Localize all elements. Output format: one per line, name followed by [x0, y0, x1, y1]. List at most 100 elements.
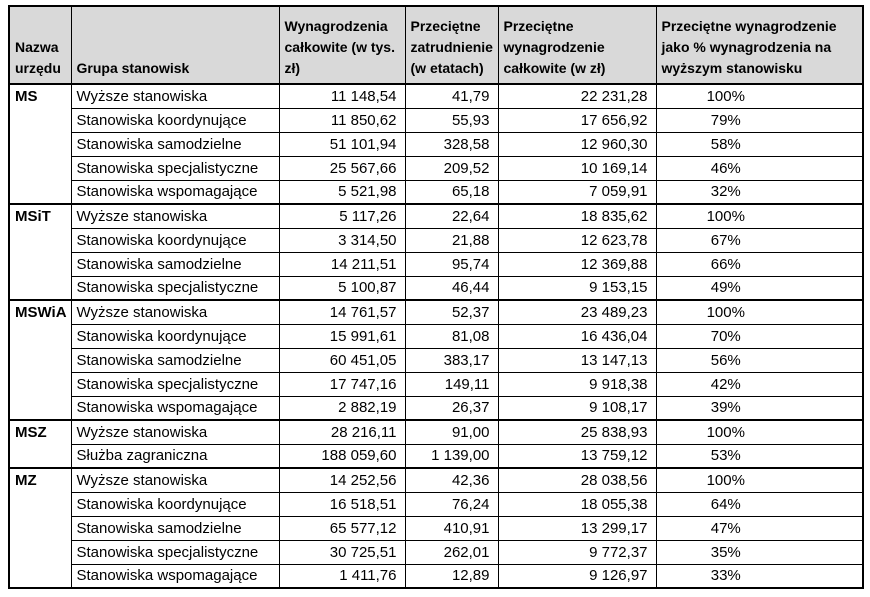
avg-employment-cell: 410,91 [404, 515, 499, 541]
total-salary-cell: 5 117,26 [278, 203, 406, 229]
avg-salary-cell: 16 436,04 [497, 323, 657, 349]
total-salary-cell: 1 411,76 [278, 563, 406, 589]
position-group-cell: Stanowiska specjalistyczne [70, 275, 280, 301]
total-salary-cell: 14 211,51 [278, 251, 406, 277]
total-salary-cell: 60 451,05 [278, 347, 406, 373]
office-name-cell: MSZ [8, 419, 72, 469]
salary-table: Nazwa urzędu Grupa stanowisk Wynagrodzen… [8, 5, 864, 589]
table-row: MSWiA Wyższe stanowiska 14 761,57 52,37 23 4… [8, 299, 864, 421]
avg-salary-cell: 25 838,93 [497, 419, 657, 445]
position-group-cell: Stanowiska samodzielne [70, 515, 280, 541]
total-salary-cell: 3 314,50 [278, 227, 406, 253]
avg-salary-cell: 10 169,14 [497, 155, 657, 181]
avg-salary-cell: 9 153,15 [497, 275, 657, 301]
salary-percent-cell: 100% [655, 83, 864, 109]
position-group-cell: Stanowiska specjalistyczne [70, 371, 280, 397]
header-row: Nazwa urzędu Grupa stanowisk Wynagrodzen… [8, 5, 864, 85]
table-row: Stanowiska koordynujące 3 314,50 21,88 12 6… [9, 227, 864, 253]
salary-percent-cell: 64% [655, 491, 864, 517]
avg-salary-cell: 9 772,37 [497, 539, 657, 565]
avg-employment-cell: 21,88 [404, 227, 499, 253]
salary-percent-cell: 100% [655, 467, 864, 493]
avg-employment-cell: 95,74 [404, 251, 499, 277]
avg-employment-cell: 1 139,00 [404, 443, 499, 469]
header-total-salaries: Wynagrodzenia całkowite (w tys. zł) [278, 5, 406, 85]
avg-employment-cell: 91,00 [404, 419, 499, 445]
table-row: Stanowiska samodzielne 51 101,94 328,58 12 … [9, 131, 864, 157]
total-salary-cell: 188 059,60 [278, 443, 406, 469]
total-salary-cell: 30 725,51 [278, 539, 406, 565]
position-group-cell: Stanowiska koordynujące [70, 107, 280, 133]
avg-salary-cell: 9 108,17 [497, 395, 657, 421]
total-salary-cell: 5 100,87 [278, 275, 406, 301]
office-name-cell: MSiT [8, 203, 72, 301]
salary-percent-cell: 70% [655, 323, 864, 349]
table-row: Stanowiska wspomagające 1 411,76 12,89 9 12… [9, 563, 864, 589]
total-salary-cell: 17 747,16 [278, 371, 406, 397]
avg-salary-cell: 18 055,38 [497, 491, 657, 517]
avg-employment-cell: 52,37 [404, 299, 499, 325]
table-row: Służba zagraniczna 188 059,60 1 139,00 13 7… [9, 443, 864, 469]
position-group-cell: Stanowiska samodzielne [70, 347, 280, 373]
avg-salary-cell: 13 147,13 [497, 347, 657, 373]
salary-percent-cell: 49% [655, 275, 864, 301]
avg-salary-cell: 18 835,62 [497, 203, 657, 229]
table-row: Stanowiska samodzielne 14 211,51 95,74 12 3… [9, 251, 864, 277]
total-salary-cell: 14 761,57 [278, 299, 406, 325]
avg-employment-cell: 383,17 [404, 347, 499, 373]
table-body: MS Wyższe stanowiska 11 148,54 41,79 22 231,… [8, 83, 864, 589]
salary-percent-cell: 79% [655, 107, 864, 133]
avg-salary-cell: 12 623,78 [497, 227, 657, 253]
total-salary-cell: 14 252,56 [278, 467, 406, 493]
position-group-cell: Stanowiska wspomagające [70, 395, 280, 421]
avg-salary-cell: 22 231,28 [497, 83, 657, 109]
avg-salary-cell: 28 038,56 [497, 467, 657, 493]
avg-employment-cell: 12,89 [404, 563, 499, 589]
total-salary-cell: 28 216,11 [278, 419, 406, 445]
total-salary-cell: 16 518,51 [278, 491, 406, 517]
header-avg-employment: Przeciętne zatrudnienie (w etatach) [404, 5, 499, 85]
table-row: Stanowiska specjalistyczne 25 567,66 209,5… [9, 155, 864, 181]
avg-salary-cell: 9 918,38 [497, 371, 657, 397]
office-name-cell: MS [8, 83, 72, 205]
position-group-cell: Stanowiska koordynujące [70, 227, 280, 253]
salary-percent-cell: 42% [655, 371, 864, 397]
header-office-name: Nazwa urzędu [8, 5, 72, 85]
header-position-group: Grupa stanowisk [70, 5, 280, 85]
position-group-cell: Stanowiska koordynujące [70, 323, 280, 349]
avg-salary-cell: 12 369,88 [497, 251, 657, 277]
avg-employment-cell: 55,93 [404, 107, 499, 133]
total-salary-cell: 5 521,98 [278, 179, 406, 205]
salary-percent-cell: 33% [655, 563, 864, 589]
table-header: Nazwa urzędu Grupa stanowisk Wynagrodzen… [8, 5, 864, 85]
salary-percent-cell: 39% [655, 395, 864, 421]
total-salary-cell: 2 882,19 [278, 395, 406, 421]
position-group-cell: Służba zagraniczna [70, 443, 280, 469]
avg-employment-cell: 65,18 [404, 179, 499, 205]
avg-employment-cell: 42,36 [404, 467, 499, 493]
position-group-cell: Wyższe stanowiska [70, 83, 280, 109]
salary-percent-cell: 67% [655, 227, 864, 253]
position-group-cell: Stanowiska samodzielne [70, 251, 280, 277]
position-group-cell: Stanowiska koordynujące [70, 491, 280, 517]
position-group-cell: Stanowiska samodzielne [70, 131, 280, 157]
total-salary-cell: 11 148,54 [278, 83, 406, 109]
header-avg-total-salary: Przeciętne wynagrodzenie całkowite (w zł… [497, 5, 657, 85]
table-row: Stanowiska koordynujące 15 991,61 81,08 16 … [9, 323, 864, 349]
table-row: MSiT Wyższe stanowiska 5 117,26 22,64 18 835… [8, 203, 864, 301]
table-row: Stanowiska koordynujące 16 518,51 76,24 18 … [9, 491, 864, 517]
salary-percent-cell: 53% [655, 443, 864, 469]
avg-salary-cell: 23 489,23 [497, 299, 657, 325]
position-group-cell: Wyższe stanowiska [70, 419, 280, 445]
salary-percent-cell: 47% [655, 515, 864, 541]
position-group-cell: Wyższe stanowiska [70, 203, 280, 229]
avg-employment-cell: 262,01 [404, 539, 499, 565]
office-name-cell: MSWiA [8, 299, 72, 421]
position-group-cell: Wyższe stanowiska [70, 467, 280, 493]
position-group-cell: Stanowiska wspomagające [70, 179, 280, 205]
table-row: MZ Wyższe stanowiska 14 252,56 42,36 28 038,… [8, 467, 864, 589]
total-salary-cell: 25 567,66 [278, 155, 406, 181]
total-salary-cell: 51 101,94 [278, 131, 406, 157]
position-group-cell: Wyższe stanowiska [70, 299, 280, 325]
